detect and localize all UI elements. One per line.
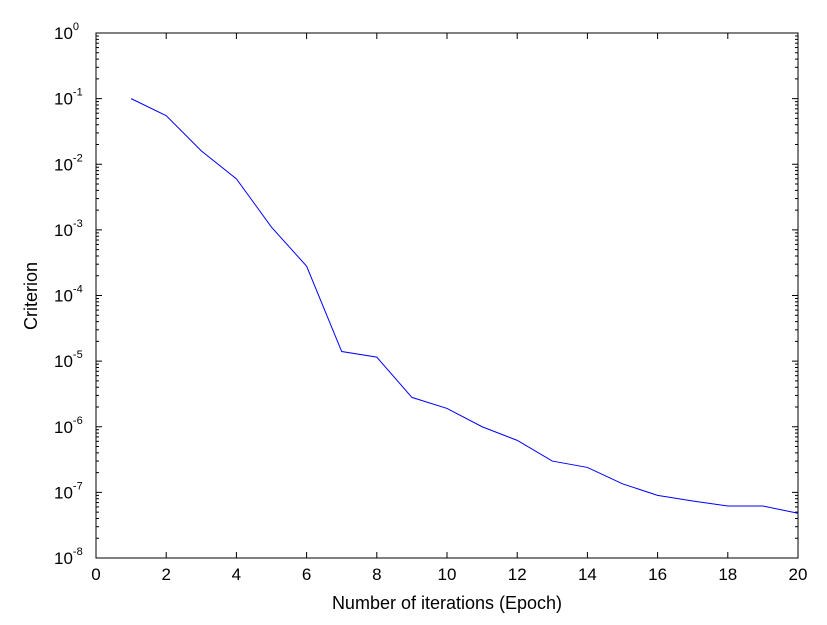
x-axis-label: Number of iterations (Epoch) bbox=[332, 593, 562, 613]
y-tick-label: 10-6 bbox=[54, 415, 83, 437]
x-tick-label: 8 bbox=[372, 565, 381, 584]
x-tick-label: 12 bbox=[508, 565, 527, 584]
plot-area bbox=[95, 32, 799, 559]
x-tick-label: 6 bbox=[302, 565, 311, 584]
x-tick-label: 16 bbox=[648, 565, 667, 584]
x-tick-label: 0 bbox=[91, 565, 100, 584]
y-tick-label: 10-4 bbox=[54, 284, 83, 306]
x-tick-label: 14 bbox=[578, 565, 597, 584]
y-tick-label: 10-3 bbox=[54, 218, 83, 240]
series-group bbox=[130, 98, 799, 514]
series-line bbox=[130, 98, 799, 514]
x-tick-label: 18 bbox=[718, 565, 737, 584]
x-tick-label: 4 bbox=[232, 565, 241, 584]
y-tick-label: 100 bbox=[54, 21, 79, 43]
x-tick-labels: 0 2 4 6 8 10 12 14 16 18 20 bbox=[91, 565, 807, 584]
y-tick-label: 10-8 bbox=[54, 546, 83, 568]
y-tick-label: 10-7 bbox=[54, 480, 83, 502]
y-tick-label: 10-2 bbox=[54, 152, 83, 174]
axis-ticks bbox=[95, 32, 799, 559]
x-tick-label: 10 bbox=[438, 565, 457, 584]
y-tick-label: 10-1 bbox=[54, 87, 83, 109]
y-tick-label: 10-5 bbox=[54, 349, 83, 371]
x-tick-label: 20 bbox=[789, 565, 808, 584]
y-tick-labels: 10-8 10-7 10-6 10-5 10-4 10-3 10-2 10-1 100 bbox=[54, 21, 83, 568]
x-tick-label: 2 bbox=[161, 565, 170, 584]
y-axis-label: Criterion bbox=[21, 262, 41, 330]
